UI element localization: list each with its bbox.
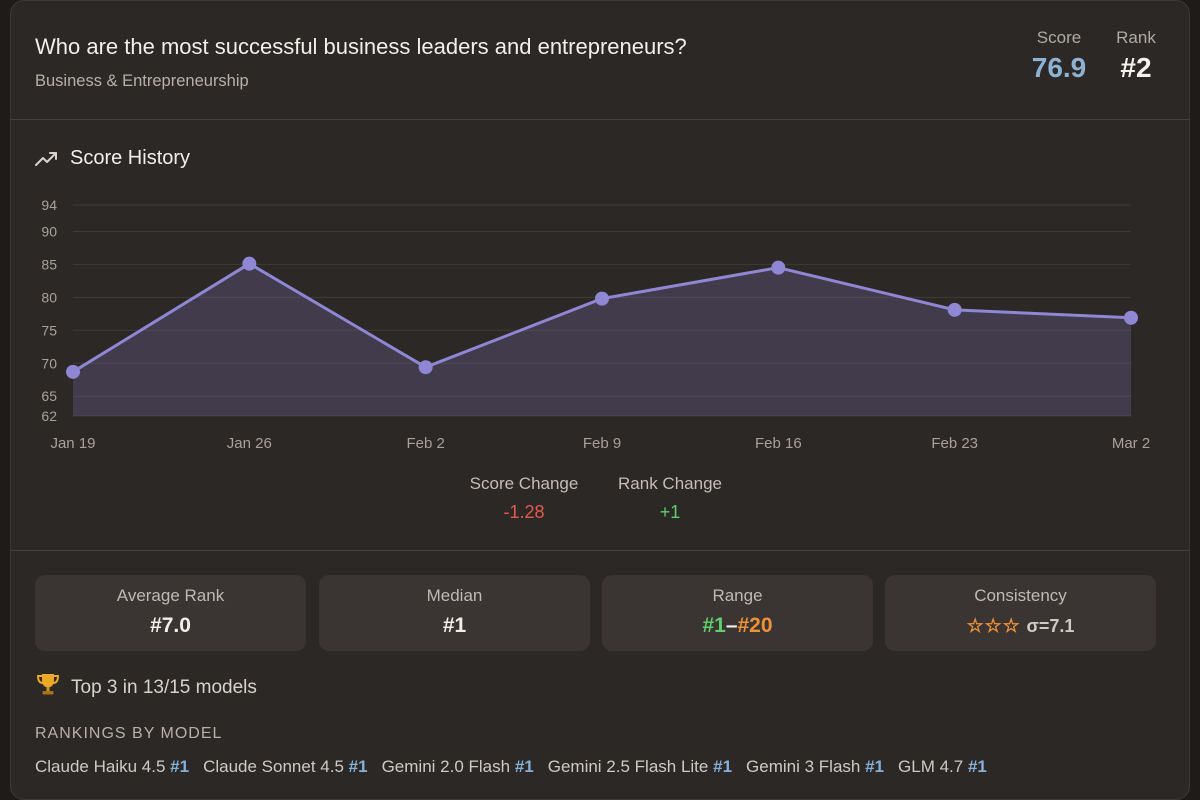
model-ranking-item: Claude Haiku 4.5 #1 bbox=[35, 757, 189, 776]
model-ranking-item: Gemini 2.5 Flash Lite #1 bbox=[548, 757, 732, 776]
consistency-label: Consistency bbox=[974, 586, 1067, 605]
rank-change: Rank Change +1 bbox=[590, 474, 750, 523]
range-separator: – bbox=[725, 614, 738, 637]
x-tick-label: Feb 23 bbox=[931, 435, 978, 452]
model-rank: #1 bbox=[713, 757, 733, 776]
rank-change-label: Rank Change bbox=[618, 474, 722, 493]
model-ranking-item: Claude Sonnet 4.5 #1 bbox=[203, 757, 368, 776]
range-value: #1–#20 bbox=[602, 614, 873, 638]
median-value: #1 bbox=[442, 614, 467, 637]
data-point[interactable] bbox=[1124, 310, 1138, 325]
data-point[interactable] bbox=[418, 360, 433, 375]
section-divider bbox=[11, 550, 1189, 551]
y-tick-label: 70 bbox=[41, 355, 57, 371]
model-name: Claude Haiku 4.5 bbox=[35, 757, 166, 776]
x-tick-label: Jan 19 bbox=[50, 435, 95, 452]
model-rank: #1 bbox=[170, 757, 190, 776]
score-history-title: Score History bbox=[70, 147, 191, 169]
trending-up-icon bbox=[35, 152, 57, 166]
top3-text: Top 3 in 13/15 models bbox=[71, 677, 257, 698]
rank-change-value: +1 bbox=[659, 502, 681, 522]
score-change-value: -1.28 bbox=[503, 502, 545, 522]
data-point[interactable] bbox=[242, 256, 257, 271]
model-name: Gemini 3 Flash bbox=[746, 757, 861, 776]
y-tick-label: 65 bbox=[41, 388, 57, 404]
rankings-by-model-title: RANKINGS BY MODEL bbox=[35, 725, 223, 742]
model-ranking-item: Gemini 3 Flash #1 bbox=[746, 757, 884, 776]
score-change-label: Score Change bbox=[469, 474, 579, 493]
model-name: Gemini 2.5 Flash Lite bbox=[547, 757, 709, 776]
score-change: Score Change -1.28 bbox=[444, 474, 604, 523]
chart-svg: 62 65 70 75 80 85 90 94 Jan 19 Jan 26 Feb 2 Feb 9 F… bbox=[41, 197, 1150, 452]
model-ranking-item: Gemini 2.0 Flash #1 bbox=[382, 757, 534, 776]
y-tick-label: 75 bbox=[41, 322, 57, 338]
range-label: Range bbox=[712, 586, 763, 605]
model-rank: #1 bbox=[967, 757, 987, 776]
median-label: Median bbox=[426, 586, 483, 605]
score-label: Score bbox=[1036, 28, 1082, 47]
question-category: Business & Entrepreneurship bbox=[35, 72, 249, 90]
data-point[interactable] bbox=[595, 291, 609, 306]
rank-stat: Rank #2 bbox=[1111, 28, 1161, 84]
average-rank-label: Average Rank bbox=[116, 586, 225, 605]
y-tick-label: 85 bbox=[41, 256, 57, 272]
score-stat: Score 76.9 bbox=[1026, 28, 1092, 84]
model-rank: #1 bbox=[348, 757, 368, 776]
data-point[interactable] bbox=[66, 364, 80, 379]
rank-label: Rank bbox=[1116, 28, 1156, 47]
x-tick-label: Mar 2 bbox=[1112, 435, 1150, 452]
rankings-by-model-list: Claude Haiku 4.5 #1 Claude Sonnet 4.5 #1 G… bbox=[35, 757, 1001, 777]
card-header: Who are the most successful business lea… bbox=[11, 1, 1189, 120]
consistency-value: ☆☆☆ σ=7.1 bbox=[885, 614, 1156, 638]
rank-value: #2 bbox=[1120, 52, 1152, 83]
average-rank-tile: Average Rank #7.0 bbox=[35, 575, 306, 651]
model-ranking-item: GLM 4.7 #1 bbox=[898, 757, 987, 776]
y-tick-label: 90 bbox=[41, 223, 57, 239]
model-name: Claude Sonnet 4.5 bbox=[203, 757, 344, 776]
question-card: Who are the most successful business lea… bbox=[10, 0, 1190, 800]
x-tick-label: Feb 2 bbox=[406, 435, 444, 452]
series-area bbox=[73, 263, 1131, 416]
y-tick-label: 80 bbox=[41, 289, 57, 305]
consistency-sigma: σ=7.1 bbox=[1026, 616, 1075, 636]
consistency-tile: Consistency ☆☆☆ σ=7.1 bbox=[885, 575, 1156, 651]
model-name: Gemini 2.0 Flash bbox=[381, 757, 511, 776]
question-title: Who are the most successful business lea… bbox=[35, 34, 687, 59]
model-rank: #1 bbox=[514, 757, 534, 776]
median-tile: Median #1 bbox=[319, 575, 590, 651]
average-rank-value: #7.0 bbox=[150, 614, 191, 637]
trophy-icon bbox=[36, 674, 60, 695]
model-rank: #1 bbox=[865, 757, 885, 776]
range-high: #20 bbox=[737, 614, 773, 637]
range-low: #1 bbox=[702, 614, 726, 637]
x-tick-label: Feb 16 bbox=[755, 435, 802, 452]
data-point[interactable] bbox=[771, 260, 786, 275]
data-point[interactable] bbox=[947, 302, 962, 317]
y-tick-label: 94 bbox=[41, 197, 57, 213]
top3-summary: Top 3 in 13/15 models bbox=[35, 672, 257, 699]
y-tick-label: 62 bbox=[41, 408, 57, 424]
score-value: 76.9 bbox=[1031, 52, 1087, 83]
score-history-chart: 62 65 70 75 80 85 90 94 Jan 19 Jan 26 Feb 2 Feb 9 F… bbox=[11, 181, 1189, 466]
range-tile: Range #1–#20 bbox=[602, 575, 873, 651]
model-name: GLM 4.7 bbox=[898, 757, 964, 776]
x-tick-label: Feb 9 bbox=[583, 435, 621, 452]
consistency-stars: ☆☆☆ bbox=[966, 616, 1021, 637]
x-tick-label: Jan 26 bbox=[227, 435, 272, 452]
